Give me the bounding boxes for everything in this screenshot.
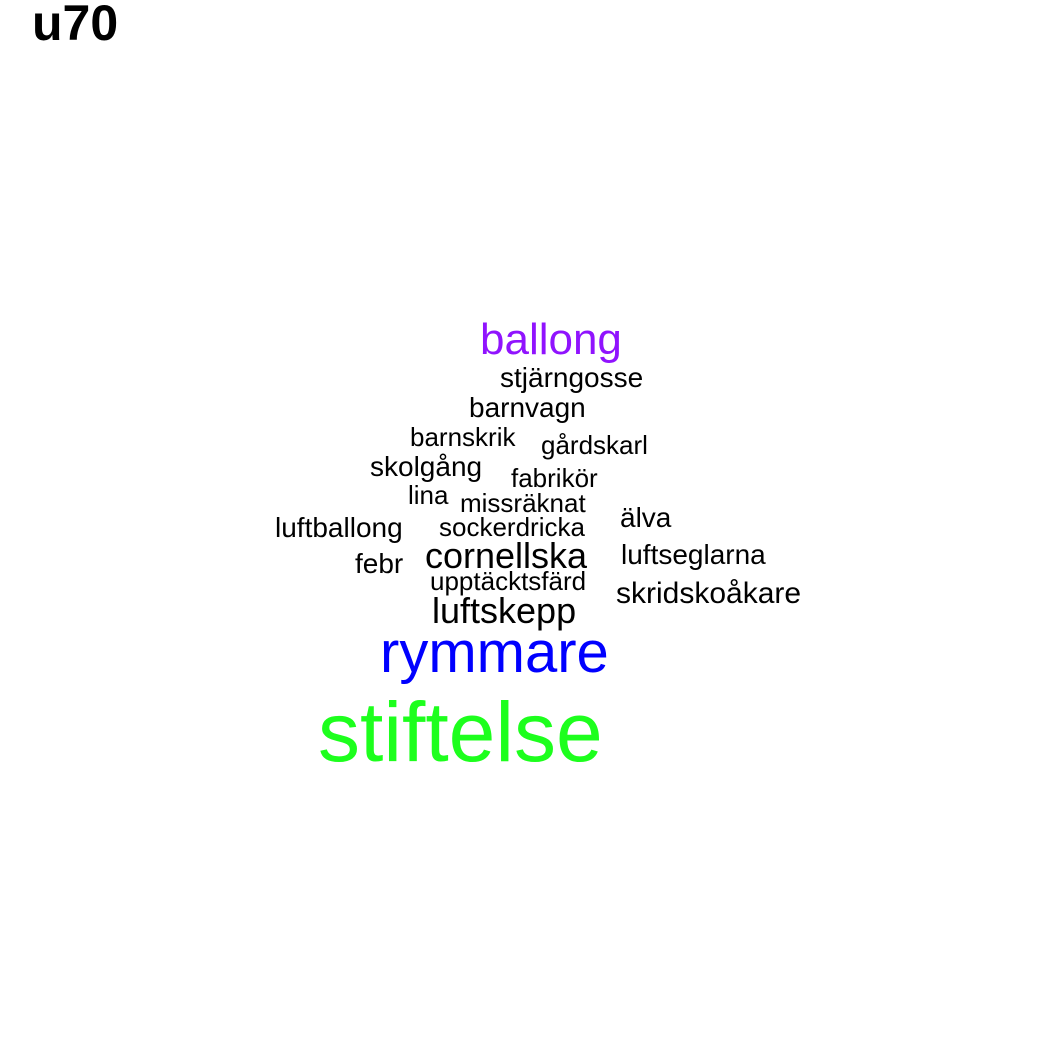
word-rymmare: rymmare — [380, 620, 609, 685]
word-stjarngosse: stjärngosse — [500, 362, 644, 393]
word-skridskoakare: skridskoåkare — [616, 577, 802, 610]
word-luftseglarna: luftseglarna — [621, 539, 766, 570]
word-sockerdricka: sockerdricka — [439, 512, 585, 542]
word-missraknat: missräknat — [460, 488, 586, 518]
word-fabrikor: fabrikör — [511, 463, 598, 493]
word-skolgang: skolgång — [370, 451, 483, 482]
word-ballong: ballong — [480, 315, 622, 364]
word-stiftelse: stiftelse — [318, 685, 603, 779]
word-barnvagn: barnvagn — [469, 392, 586, 423]
word-febr: febr — [355, 548, 404, 579]
word-luftballong: luftballong — [275, 512, 403, 543]
word-gardskarl: gårdskarl — [541, 430, 648, 460]
word-barnskrik: barnskrik — [410, 422, 516, 452]
word-lina: lina — [408, 480, 449, 510]
word-alva: älva — [620, 502, 672, 533]
word-cornellska: cornellska — [425, 535, 588, 576]
page-title: u70 — [32, 0, 119, 51]
word-upptacktsfard: upptäcktsfärd — [430, 566, 587, 596]
word-luftskepp: luftskepp — [432, 590, 577, 631]
